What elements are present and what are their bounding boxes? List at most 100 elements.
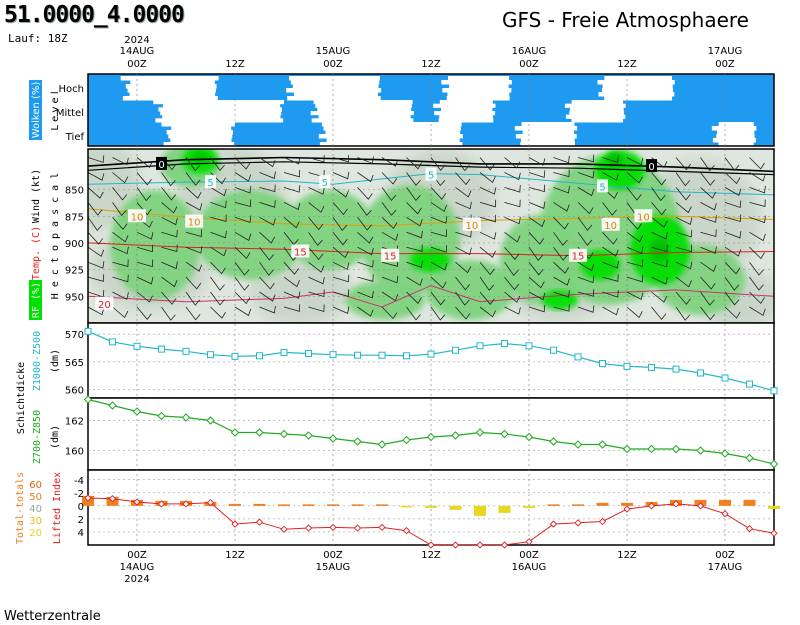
wind-barb xyxy=(161,172,176,187)
wind-barb xyxy=(602,290,619,298)
cloud-gap-tief xyxy=(522,130,575,135)
thickness-upper-axis-label: Z1000-Z500 xyxy=(32,331,43,391)
cloud-gap-mittel xyxy=(313,100,413,105)
z850-point xyxy=(328,434,338,443)
cloud-gap-tief xyxy=(163,142,235,146)
wind-barb xyxy=(626,157,644,166)
wind-barb xyxy=(675,172,691,187)
temp-label-box xyxy=(646,159,657,173)
lifted-index-point xyxy=(549,520,558,528)
wind-barb xyxy=(406,172,421,186)
z850-point xyxy=(181,413,191,422)
wind-barb xyxy=(749,276,764,291)
wind-barb xyxy=(577,232,593,246)
wind-barb xyxy=(308,232,323,247)
temp-label-box xyxy=(462,217,481,231)
total-totals-bar xyxy=(327,504,339,506)
total-totals-bar xyxy=(572,504,584,506)
cloud-level-mittel: Mittel xyxy=(56,108,84,119)
temp-label-9: 10 xyxy=(465,221,478,232)
wind-barb xyxy=(88,306,105,316)
isotherm xyxy=(88,156,774,173)
temp-label-box xyxy=(291,244,310,258)
wind-barb xyxy=(651,291,668,303)
thickness-lower-tick-160: 160 xyxy=(65,447,84,458)
location-title: 51.0000_4.0000 xyxy=(4,2,185,28)
wind-barb xyxy=(651,259,668,268)
rh-area xyxy=(192,152,208,164)
cloud-gap-mittel xyxy=(315,103,412,108)
wind-barb xyxy=(430,229,448,238)
wind-barb xyxy=(234,157,251,170)
z850-point xyxy=(475,428,485,437)
wind-barb xyxy=(675,261,693,270)
wind-barb xyxy=(88,246,105,257)
temp-label-box xyxy=(95,296,114,310)
z850-point xyxy=(426,432,436,442)
z850-point xyxy=(500,429,509,439)
wind-barb xyxy=(553,169,570,178)
wind-barb xyxy=(749,261,764,276)
wind-barb xyxy=(283,185,301,193)
wind-barb xyxy=(700,215,717,223)
cloud-gap-tief xyxy=(521,122,575,127)
z850-point xyxy=(230,428,240,437)
wind-barb xyxy=(455,157,470,172)
wind-barb xyxy=(357,232,374,244)
bottom-time-label: 12Z xyxy=(421,550,441,561)
total-totals-bar xyxy=(621,502,633,506)
temp-label-10: 10 xyxy=(604,221,617,232)
wind-barb xyxy=(773,262,774,263)
wind-barb xyxy=(749,246,765,260)
z500-point xyxy=(109,338,116,346)
bottom-year-label: 2024 xyxy=(124,574,149,585)
bottom-date-label: 17AUG xyxy=(708,562,743,573)
z500-point xyxy=(550,346,557,354)
lifted-index-point xyxy=(329,523,337,532)
z500-point xyxy=(207,351,214,359)
wind-barb xyxy=(406,276,423,286)
wind-barb xyxy=(577,289,595,297)
wind-barb xyxy=(626,217,642,230)
cloud-gap-hoch xyxy=(120,76,219,81)
wind-barb xyxy=(553,276,570,286)
top-time-label: 12Z xyxy=(617,59,637,70)
wind-barb xyxy=(577,170,595,179)
wind-barb xyxy=(112,172,129,184)
wind-barb xyxy=(136,244,154,253)
cloud-gap-tief xyxy=(326,138,460,143)
wind-barb xyxy=(88,172,105,181)
total-totals-bar xyxy=(376,504,388,506)
bottom-time-label: 00Z xyxy=(127,550,147,561)
wind-barb xyxy=(528,157,546,166)
wind-barb xyxy=(406,216,423,227)
cloud-gap-hoch xyxy=(446,96,510,101)
wind-barb xyxy=(675,216,693,225)
wind-barb xyxy=(455,201,472,210)
lifted-index-point xyxy=(770,529,778,537)
wind-barb xyxy=(185,172,201,186)
cloud-level-tief: Tief xyxy=(65,132,85,143)
cloud-gap-hoch xyxy=(601,88,673,93)
wind-barb xyxy=(406,157,422,170)
total-totals-bar xyxy=(474,505,486,516)
wind-barb xyxy=(430,261,448,271)
cloud-gap-hoch xyxy=(598,92,675,97)
z500-point xyxy=(280,348,288,356)
wind-barb xyxy=(626,291,644,300)
wind-barb xyxy=(675,244,693,253)
lifted-index-point xyxy=(182,500,190,508)
wind-barb xyxy=(528,170,546,178)
lifted-tick-2: 2 xyxy=(78,515,84,526)
labels: Hoch Mittel Tief Wolken (%) L e v e l 850 875 9… xyxy=(15,35,742,585)
wind-barb xyxy=(234,261,250,276)
wind-barb xyxy=(210,187,227,197)
wind-barb xyxy=(553,186,570,194)
total-totals-bar xyxy=(425,505,437,508)
wind-barb xyxy=(308,289,325,298)
cloud-gap-tief xyxy=(718,122,754,127)
bottom-time-label: 00Z xyxy=(519,550,539,561)
wind-barb xyxy=(773,202,774,203)
wind-barb xyxy=(332,246,349,259)
wind-barb xyxy=(577,305,595,313)
